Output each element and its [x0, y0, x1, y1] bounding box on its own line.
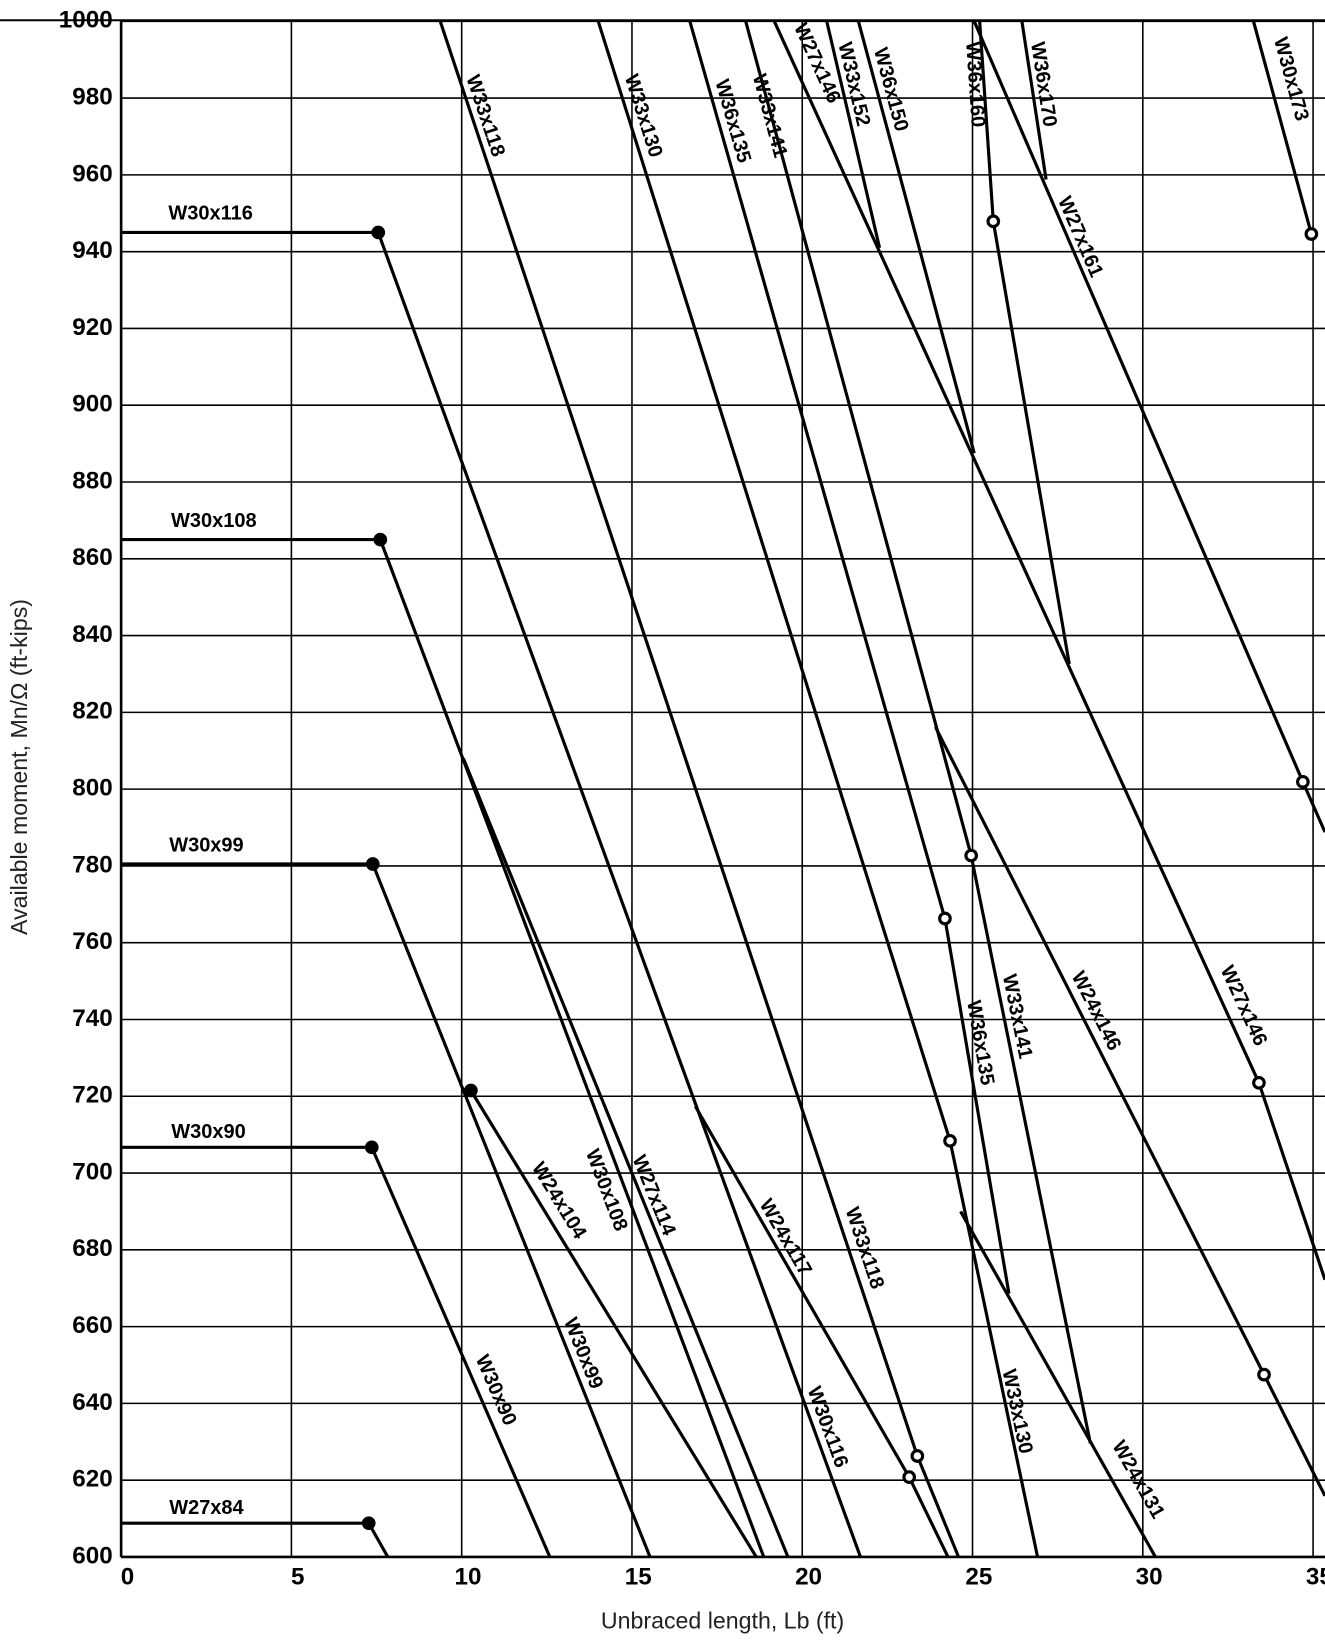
x-tick-label: 10 [455, 1563, 482, 1590]
series-label: W36x160 [961, 41, 989, 128]
series-line [825, 20, 882, 249]
lr-marker [1296, 774, 1310, 789]
lr-marker [1304, 227, 1319, 241]
y-tick-label: 680 [72, 1235, 112, 1262]
series-label: W33x130 [998, 1367, 1037, 1455]
y-tick-label: 900 [72, 391, 112, 418]
series-line [461, 757, 790, 1558]
x-tick-label: 30 [1136, 1563, 1163, 1590]
series-line [693, 1105, 950, 1558]
lr-marker [938, 911, 952, 926]
x-axis-label: Unbraced length, Lb (ft) [601, 1607, 844, 1633]
series-line [772, 20, 1325, 1281]
series-line [688, 20, 1011, 1294]
series-line [121, 1145, 552, 1558]
series-label: W30x99 [169, 834, 244, 856]
lp-marker [364, 1140, 379, 1155]
series-line [856, 20, 976, 454]
series-label: W30x116 [803, 1384, 853, 1471]
series-label: W30x108 [171, 510, 257, 532]
y-tick-label: 860 [72, 544, 112, 571]
y-tick-label: 720 [72, 1082, 112, 1109]
series-line [1020, 21, 1048, 180]
lp-marker [371, 225, 386, 240]
y-tick-label: 920 [72, 314, 112, 341]
lp-marker [365, 857, 380, 871]
y-tick-label: 780 [72, 851, 112, 878]
series-label: W27x84 [169, 1497, 244, 1519]
x-tick-label: 20 [795, 1563, 822, 1590]
y-tick-label: 660 [72, 1312, 112, 1339]
series-line [121, 538, 766, 1558]
series-label: W30x116 [168, 202, 253, 224]
series-line [1251, 20, 1313, 235]
y-tick-label: 800 [72, 775, 112, 802]
series-label: W30x90 [171, 1121, 246, 1143]
y-tick-label: 940 [72, 237, 112, 264]
series-line [744, 20, 1092, 1444]
lp-marker [373, 532, 388, 547]
y-tick-label: 760 [72, 928, 112, 955]
series-label: W33x118 [461, 72, 509, 159]
x-tick-label: 35 [1306, 1563, 1325, 1590]
x-tick-label: 15 [625, 1563, 652, 1590]
y-tick-label: 700 [72, 1158, 112, 1185]
y-tick-label: 620 [72, 1466, 112, 1493]
lp-marker [464, 1083, 478, 1098]
lr-marker [1252, 1075, 1266, 1090]
x-tick-label: 25 [965, 1563, 992, 1590]
lr-marker [910, 1449, 925, 1463]
lr-marker [964, 848, 979, 863]
series-line [972, 20, 1325, 833]
lr-marker [943, 1133, 957, 1148]
series-label: W33x141 [748, 72, 792, 160]
series-line [959, 1210, 1157, 1558]
y-tick-label: 880 [72, 467, 112, 494]
x-tick-label: 5 [291, 1563, 304, 1590]
lr-marker [902, 1470, 917, 1484]
series-line [121, 1521, 390, 1558]
lr-marker [986, 214, 1001, 229]
series-line [469, 1089, 758, 1558]
series-label: W24x117 [755, 1195, 816, 1279]
y-tick-label: 840 [72, 621, 112, 648]
y-tick-label: 820 [72, 698, 112, 725]
lr-marker [1257, 1367, 1271, 1382]
y-axis-label: Available moment, Mn/Ω (ft-kips) [6, 599, 32, 935]
x-tick-label: 0 [121, 1563, 134, 1590]
y-tick-label: 600 [72, 1542, 112, 1569]
y-tick-label: 740 [72, 1005, 112, 1032]
y-tick-label: 960 [72, 160, 112, 187]
series-label: W30x173 [1269, 35, 1313, 123]
lp-marker [361, 1516, 376, 1531]
y-tick-label: 980 [72, 83, 112, 110]
y-tick-label: 640 [72, 1389, 112, 1416]
